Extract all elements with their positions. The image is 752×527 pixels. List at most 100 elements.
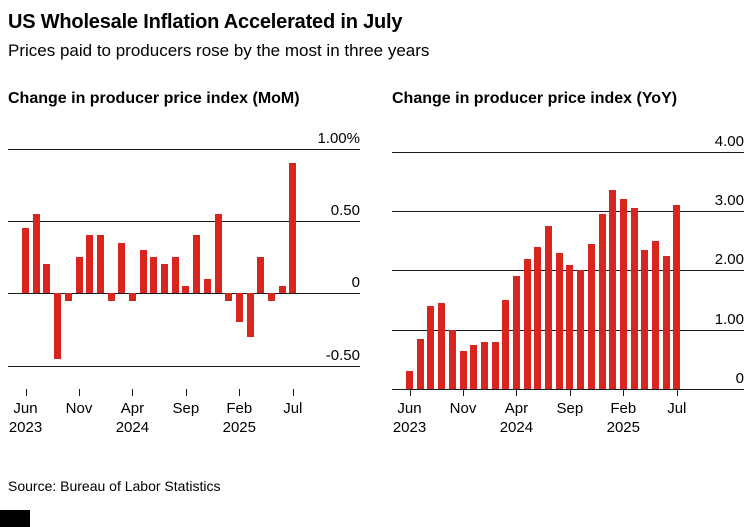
plot-area-yoy: 4.00 3.00 2.00 1.00 0: [392, 132, 744, 390]
x-tick-label: Jul: [283, 400, 303, 417]
bar: [75, 257, 83, 294]
bar: [448, 329, 456, 389]
bar: [96, 235, 104, 294]
x-axis-mom: Jun 2023 Nov Apr 2024 Sep Feb 2025 Jul: [8, 389, 360, 437]
bar: [128, 293, 136, 301]
x-tick-label: Sep: [556, 400, 584, 417]
x-axis-yoy: Jun 2023 Nov Apr 2024 Sep Feb 2025 Jul: [392, 389, 744, 437]
x-tick-mark: [463, 389, 464, 396]
gridline: [392, 389, 744, 390]
bar: [438, 303, 446, 389]
x-tick-label: Jun 2023: [392, 400, 427, 436]
x-tick-mark: [185, 389, 187, 396]
x-tick-mark: [292, 389, 294, 396]
bar: [587, 243, 595, 389]
bar: [641, 249, 649, 389]
bar: [54, 293, 62, 359]
bar: [43, 264, 51, 294]
y-tick-label: 1.00: [714, 310, 744, 328]
bar: [107, 293, 115, 301]
bar: [416, 338, 424, 389]
bar: [150, 257, 158, 294]
bar: [577, 270, 585, 389]
bar: [246, 293, 254, 337]
x-tick-label: Jun 2023: [8, 400, 43, 436]
bar: [203, 278, 211, 294]
page-subtitle: Prices paid to producers rose by the mos…: [8, 41, 430, 60]
x-tick-mark: [79, 389, 80, 396]
bar: [139, 249, 147, 294]
bar: [598, 214, 606, 389]
bar: [182, 286, 190, 294]
chart-title-yoy: Change in producer price index (YoY): [392, 90, 678, 107]
x-tick-mark: [132, 389, 134, 396]
bar: [225, 293, 233, 301]
source-note: Source: Bureau of Labor Statistics: [8, 478, 221, 494]
gridline: [392, 211, 744, 213]
x-tick-mark: [239, 389, 241, 396]
chart-panel-yoy: Change in producer price index (YoY) 4.0…: [392, 90, 744, 437]
x-tick-label: Sep: [172, 400, 200, 417]
bar: [64, 293, 72, 301]
bar: [406, 371, 413, 389]
y-tick-label: 3.00: [714, 192, 744, 210]
bar: [491, 341, 499, 389]
bar: [267, 293, 275, 301]
plot-area-mom: 1.00% 0.50 0 -0.50: [8, 130, 360, 389]
bar: [86, 235, 94, 294]
bar: [470, 344, 478, 389]
bar: [480, 341, 488, 389]
chart-title-mom: Change in producer price index (MoM): [8, 90, 300, 107]
bar: [619, 199, 627, 389]
x-tick-mark: [25, 389, 27, 396]
bar: [459, 350, 467, 389]
x-tick-mark: [676, 389, 678, 396]
bar: [673, 205, 681, 389]
bar: [171, 257, 179, 294]
x-tick-label: Nov: [65, 400, 93, 417]
y-tick-label: 2.00: [714, 251, 744, 269]
gridline: [8, 220, 360, 222]
y-tick-label: -0.50: [325, 346, 360, 364]
bar: [214, 213, 222, 294]
x-tick-mark: [409, 389, 411, 396]
bar: [609, 190, 617, 389]
x-tick-mark: [516, 389, 518, 396]
bar: [278, 286, 286, 294]
bar: [32, 213, 40, 294]
y-tick-label: 4.00: [714, 132, 744, 150]
y-tick-label: 0: [351, 274, 360, 292]
bar: [651, 240, 659, 389]
y-tick-label: 0: [735, 370, 744, 387]
bar: [566, 264, 574, 389]
x-tick-mark: [569, 389, 571, 396]
bar: [512, 276, 520, 389]
bar: [534, 246, 542, 389]
x-tick-label: Feb 2025: [606, 400, 640, 436]
bar: [22, 228, 29, 294]
page-title: US Wholesale Inflation Accelerated in Ju…: [8, 11, 403, 33]
bar: [662, 255, 670, 389]
x-tick-label: Jul: [667, 400, 687, 417]
y-tick-label: 0.50: [330, 201, 360, 219]
bar: [502, 300, 510, 389]
gridline: [8, 293, 360, 295]
brand-bar: [0, 510, 30, 527]
bar: [555, 252, 563, 389]
bar: [118, 242, 126, 294]
x-tick-mark: [623, 389, 625, 396]
bar: [523, 258, 531, 389]
bar: [193, 235, 201, 294]
bar: [289, 163, 297, 294]
y-tick-label: 1.00%: [317, 129, 360, 147]
gridline: [8, 148, 360, 150]
x-tick-label: Nov: [449, 400, 477, 417]
x-tick-label: Apr 2024: [115, 400, 150, 436]
charts-row: Change in producer price index (MoM) 1.0…: [0, 90, 752, 437]
bar: [545, 225, 552, 389]
chart-panel-mom: Change in producer price index (MoM) 1.0…: [8, 90, 360, 437]
bar: [630, 208, 638, 389]
x-tick-label: Feb 2025: [222, 400, 256, 436]
bar: [235, 293, 243, 323]
